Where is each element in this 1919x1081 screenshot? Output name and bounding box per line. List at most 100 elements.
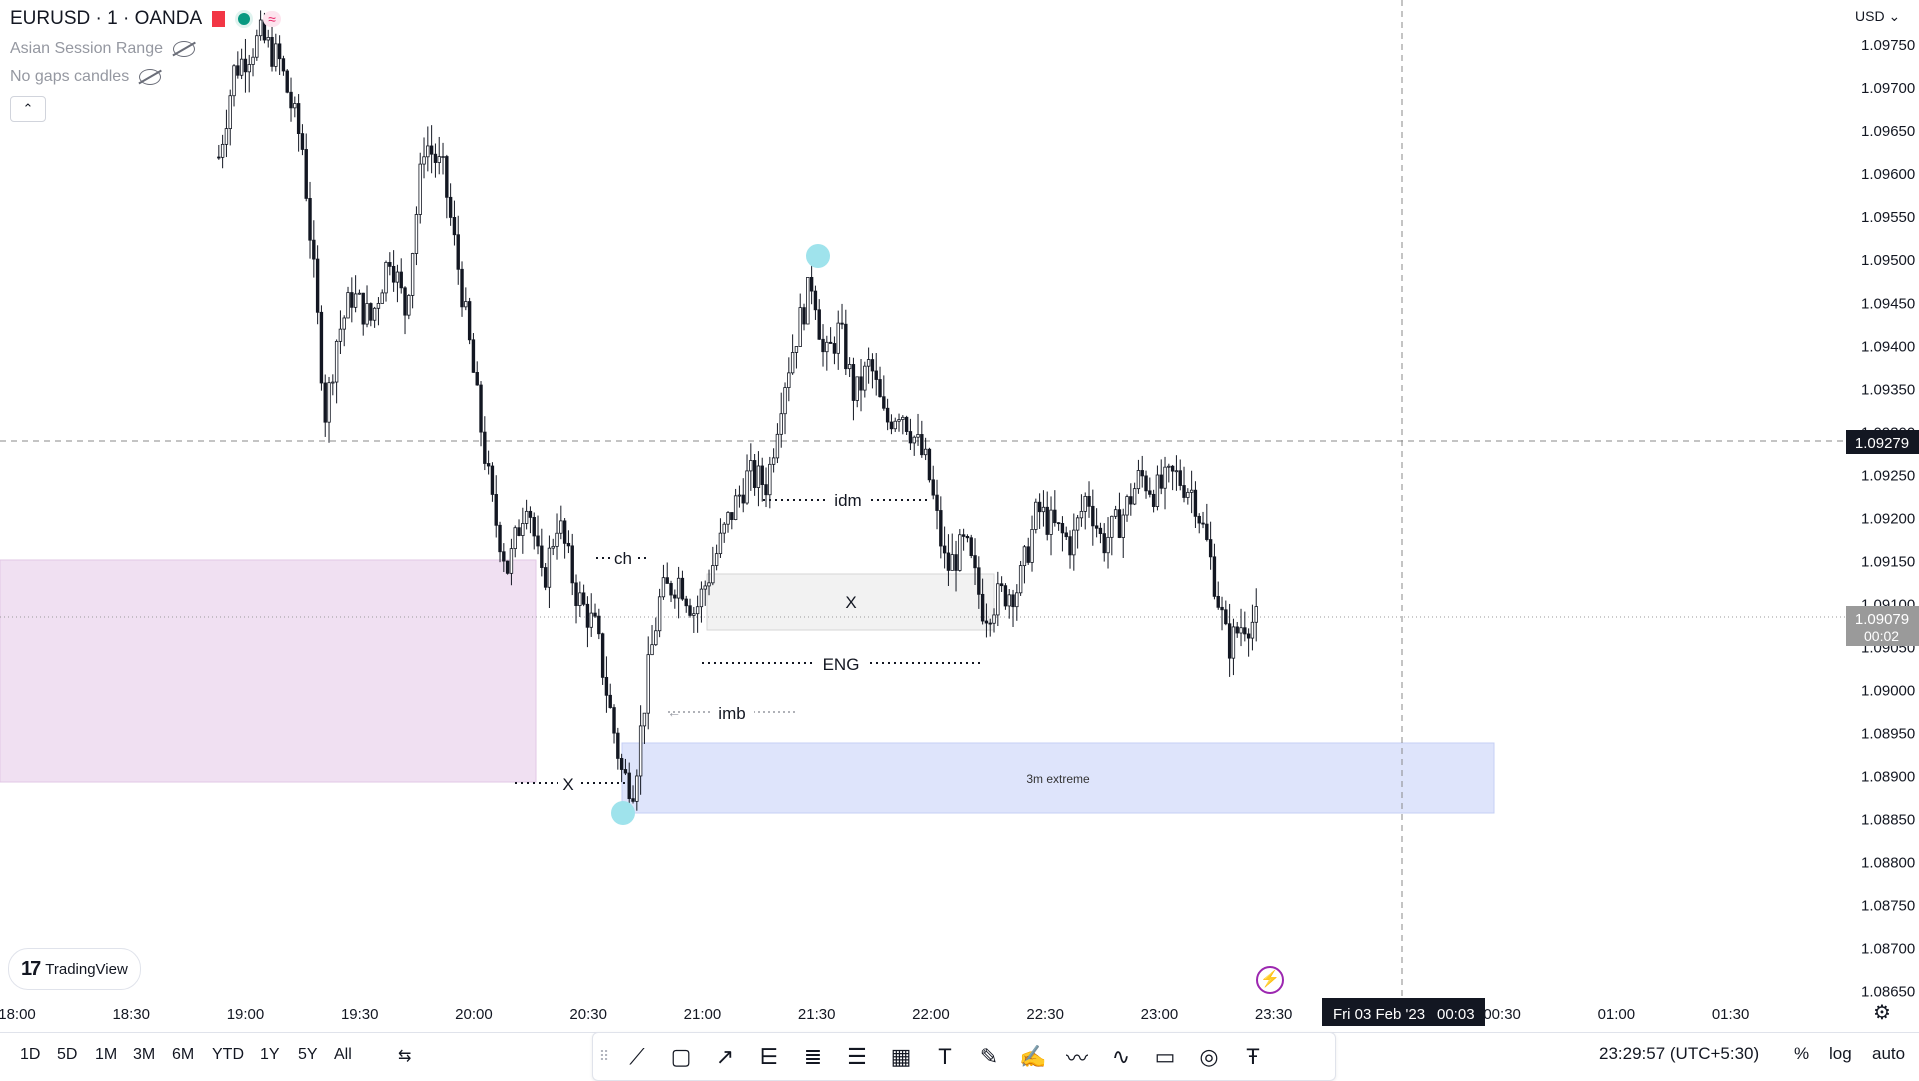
candle-body xyxy=(585,603,590,628)
clock-display[interactable]: 23:29:57 (UTC+5:30) xyxy=(1599,1044,1760,1063)
collapse-legend-button[interactable]: ⌃ xyxy=(10,96,46,122)
countdown-text: 00:02 xyxy=(1864,628,1899,644)
price-tick-label: 1.09200 xyxy=(1861,510,1915,527)
candle-body xyxy=(1167,465,1171,468)
x-left-label: X xyxy=(562,775,573,794)
price-tick-label: 1.08700 xyxy=(1861,940,1915,957)
candle-body xyxy=(384,262,388,294)
candle-body xyxy=(756,465,761,488)
wave-icon[interactable]: ≈ xyxy=(263,11,281,27)
candle-body xyxy=(308,198,312,241)
candle-body xyxy=(1235,626,1239,634)
candle-body xyxy=(627,772,631,800)
candle-body xyxy=(536,535,540,547)
candle-body xyxy=(1079,510,1084,519)
candle-body xyxy=(490,465,495,495)
extreme-zone[interactable] xyxy=(621,742,1495,814)
candle-body xyxy=(1121,514,1125,538)
range-button-1m[interactable]: 1M xyxy=(95,1046,118,1063)
candle-body xyxy=(323,382,327,423)
candle-body xyxy=(236,65,240,76)
candle-body xyxy=(870,359,875,372)
candle-body xyxy=(1015,592,1019,608)
date-range-icon[interactable]: ⇆ xyxy=(398,1048,412,1065)
trend-line-icon[interactable]: ⟋ xyxy=(629,1043,645,1069)
parallel-channel-icon[interactable]: ⋿ xyxy=(759,1043,779,1069)
candle-body xyxy=(741,494,745,504)
candle-body xyxy=(505,560,510,574)
price-tick-label: 1.09550 xyxy=(1861,209,1915,226)
log-toggle[interactable]: log xyxy=(1829,1044,1852,1063)
candle-body xyxy=(1026,546,1030,563)
grid-icon[interactable]: ▦ xyxy=(890,1043,912,1069)
gray-zone[interactable] xyxy=(706,573,995,631)
swing-high-marker[interactable] xyxy=(806,244,830,268)
candle-body xyxy=(665,577,669,584)
range-button-1y[interactable]: 1Y xyxy=(260,1046,280,1063)
swing-low-marker[interactable] xyxy=(611,801,635,825)
candle-body xyxy=(619,758,624,770)
target-icon[interactable]: ◎ xyxy=(1199,1043,1219,1069)
regression-icon[interactable]: ≣ xyxy=(803,1043,823,1069)
percent-toggle[interactable]: % xyxy=(1794,1044,1810,1063)
candle-body xyxy=(1060,523,1065,534)
candle-body xyxy=(901,416,905,420)
callout-icon[interactable]: ▭ xyxy=(1154,1043,1176,1069)
anchored-text-icon[interactable]: Ŧ xyxy=(1246,1043,1260,1069)
path-icon[interactable]: 〰 xyxy=(1065,1045,1088,1071)
indicator-row[interactable]: No gaps candles xyxy=(10,68,281,86)
time-axis[interactable]: 18:00 18:30 19:00 19:30 20:00 20:30 21:00 21:30… xyxy=(0,1006,1749,1023)
candle-body xyxy=(380,292,384,304)
x-gray-label: X xyxy=(845,593,856,612)
candle-body xyxy=(1140,470,1144,477)
candle-body xyxy=(1064,532,1068,538)
candle-body xyxy=(969,537,973,556)
eye-crossed-icon[interactable] xyxy=(172,41,195,57)
candle-body xyxy=(243,58,248,73)
eye-crossed-icon[interactable] xyxy=(139,69,162,85)
indicator-row[interactable]: Asian Session Range xyxy=(10,40,281,58)
range-button-3m[interactable]: 3M xyxy=(133,1046,156,1063)
range-button-all[interactable]: All xyxy=(334,1046,352,1063)
candle-body xyxy=(802,307,806,325)
candle-body xyxy=(467,301,472,341)
candle-body xyxy=(965,535,970,539)
market-status-icon[interactable] xyxy=(235,10,254,28)
candle-body xyxy=(840,322,844,325)
price-axis[interactable]: 1.09750 1.09700 1.09650 1.09600 1.09550 1.095… xyxy=(1861,37,1915,1000)
currency-selector[interactable]: USD ⌄ xyxy=(1855,8,1901,24)
brush-icon[interactable]: ✍ xyxy=(1019,1043,1047,1069)
text-icon[interactable]: T xyxy=(938,1043,952,1069)
candle-body xyxy=(258,19,263,37)
candle-body xyxy=(946,552,951,571)
drawing-toolbar: ⠿ ⟋ ▢ ↗ ⋿ ≣ ☰ ▦ T ✎ ✍ 〰 ∿ ▭ ◎ Ŧ xyxy=(592,1032,1336,1081)
candle-body xyxy=(410,253,415,296)
candle-body xyxy=(532,517,536,537)
rectangle-icon[interactable]: ▢ xyxy=(670,1043,692,1069)
highlighter-icon[interactable]: ✎ xyxy=(979,1043,999,1069)
curve-icon[interactable]: ∿ xyxy=(1111,1043,1131,1069)
range-button-5y[interactable]: 5Y xyxy=(298,1046,318,1063)
symbol-title[interactable]: EURUSD · 1 · OANDA xyxy=(10,8,203,29)
candle-body xyxy=(1239,627,1243,634)
candle-body xyxy=(707,582,711,587)
range-button-5d[interactable]: 5D xyxy=(57,1046,78,1063)
range-button-6m[interactable]: 6M xyxy=(172,1046,195,1063)
candle-body xyxy=(1072,529,1076,556)
drag-handle-icon[interactable]: ⠿ xyxy=(598,1048,610,1064)
candle-body xyxy=(847,364,852,370)
tradingview-logo[interactable]: 17 TradingView xyxy=(8,948,141,990)
gear-icon[interactable]: ⚙ xyxy=(1873,1002,1891,1024)
range-button-ytd[interactable]: YTD xyxy=(212,1046,244,1063)
lightning-icon[interactable]: ⚡ xyxy=(1256,966,1284,994)
price-tick-label: 1.09250 xyxy=(1861,467,1915,484)
arrow-line-icon[interactable]: ↗ xyxy=(715,1043,735,1069)
price-tick-label: 1.09150 xyxy=(1861,553,1915,570)
candle-body xyxy=(350,292,354,308)
candle-body xyxy=(813,290,818,311)
auto-toggle[interactable]: auto xyxy=(1872,1044,1906,1063)
flag-icon[interactable] xyxy=(212,11,226,27)
horizontal-lines-icon[interactable]: ☰ xyxy=(847,1043,867,1069)
range-button-1d[interactable]: 1D xyxy=(20,1046,41,1063)
